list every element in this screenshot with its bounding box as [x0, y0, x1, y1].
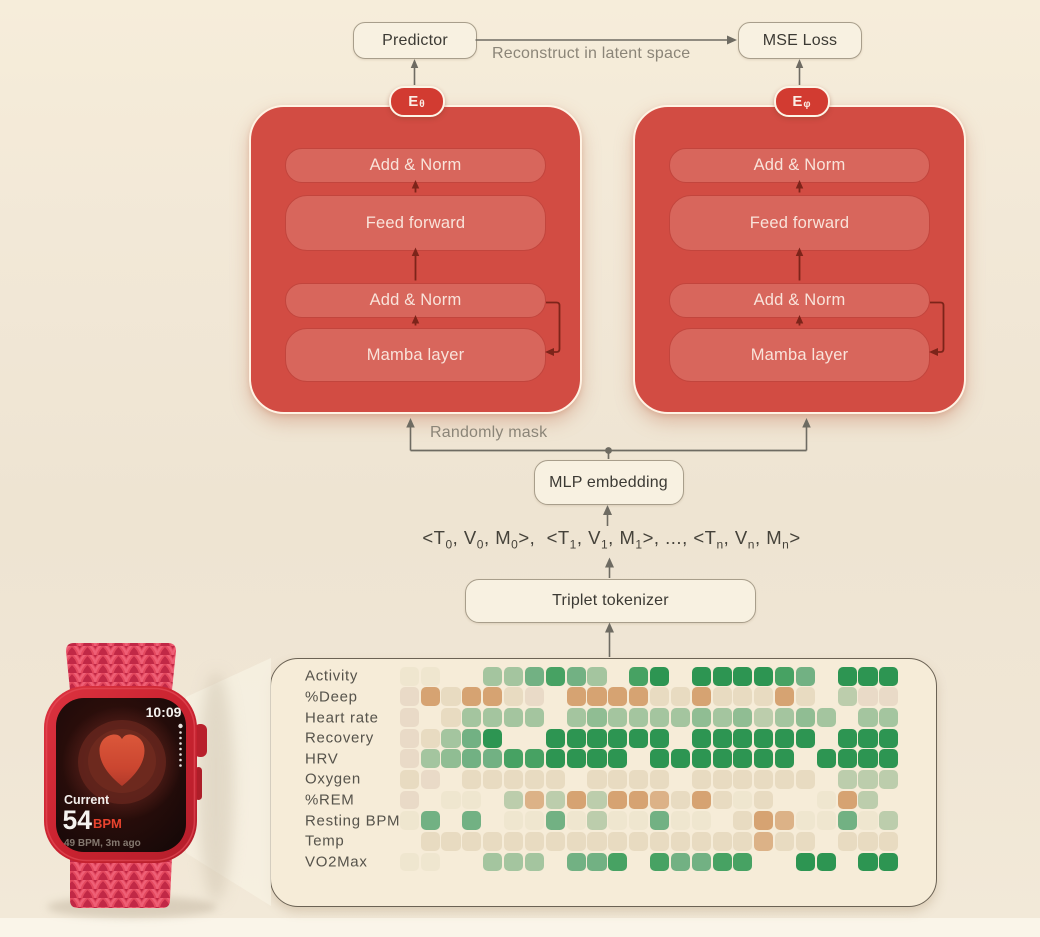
svg-text:Current: Current [64, 793, 110, 807]
svg-text:54: 54 [63, 805, 93, 835]
svg-text:49 BPM, 3m ago: 49 BPM, 3m ago [64, 838, 141, 849]
svg-text:10:09: 10:09 [146, 704, 182, 720]
svg-text:BPM: BPM [93, 816, 122, 831]
